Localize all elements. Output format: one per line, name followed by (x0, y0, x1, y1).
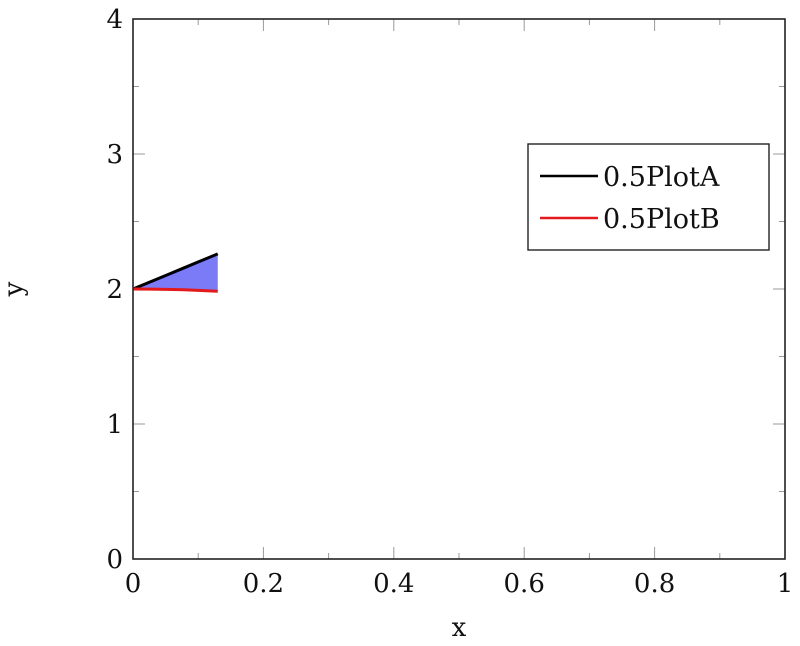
series-line-plot-a (132, 252, 219, 291)
legend-item: 0.5PlotB (540, 204, 720, 235)
x-tick-labels: 0 0.2 0.4 0.6 0.8 1 (125, 569, 794, 599)
y-tick-label: 2 (106, 275, 123, 305)
legend-item: 0.5PlotA (540, 162, 720, 193)
x-tick-label: 0.2 (243, 569, 284, 599)
legend-box (527, 143, 770, 251)
y-tick-label: 0 (106, 545, 123, 575)
major-ticks (132, 18, 786, 560)
y-tick-label: 1 (106, 410, 123, 440)
y-tick-label: 3 (106, 140, 123, 170)
series-lines (132, 252, 219, 293)
legend: 0.5PlotA 0.5PlotB (527, 143, 770, 251)
x-tick-label: 1 (777, 569, 794, 599)
y-tick-label: 4 (106, 5, 123, 35)
x-tick-label: 0.8 (634, 569, 675, 599)
x-axis-label: x (452, 613, 467, 643)
x-tick-label: 0.6 (504, 569, 545, 599)
y-axis-label: y (0, 281, 29, 297)
y-tick-labels: 0 1 2 3 4 (106, 5, 123, 575)
series-line-plot-b (132, 287, 218, 293)
x-tick-label: 0 (125, 569, 142, 599)
legend-label: 0.5PlotB (603, 204, 720, 235)
x-tick-label: 0.4 (373, 569, 414, 599)
legend-label: 0.5PlotA (603, 162, 720, 193)
minor-ticks (133, 19, 785, 559)
plot-frame (132, 18, 786, 560)
